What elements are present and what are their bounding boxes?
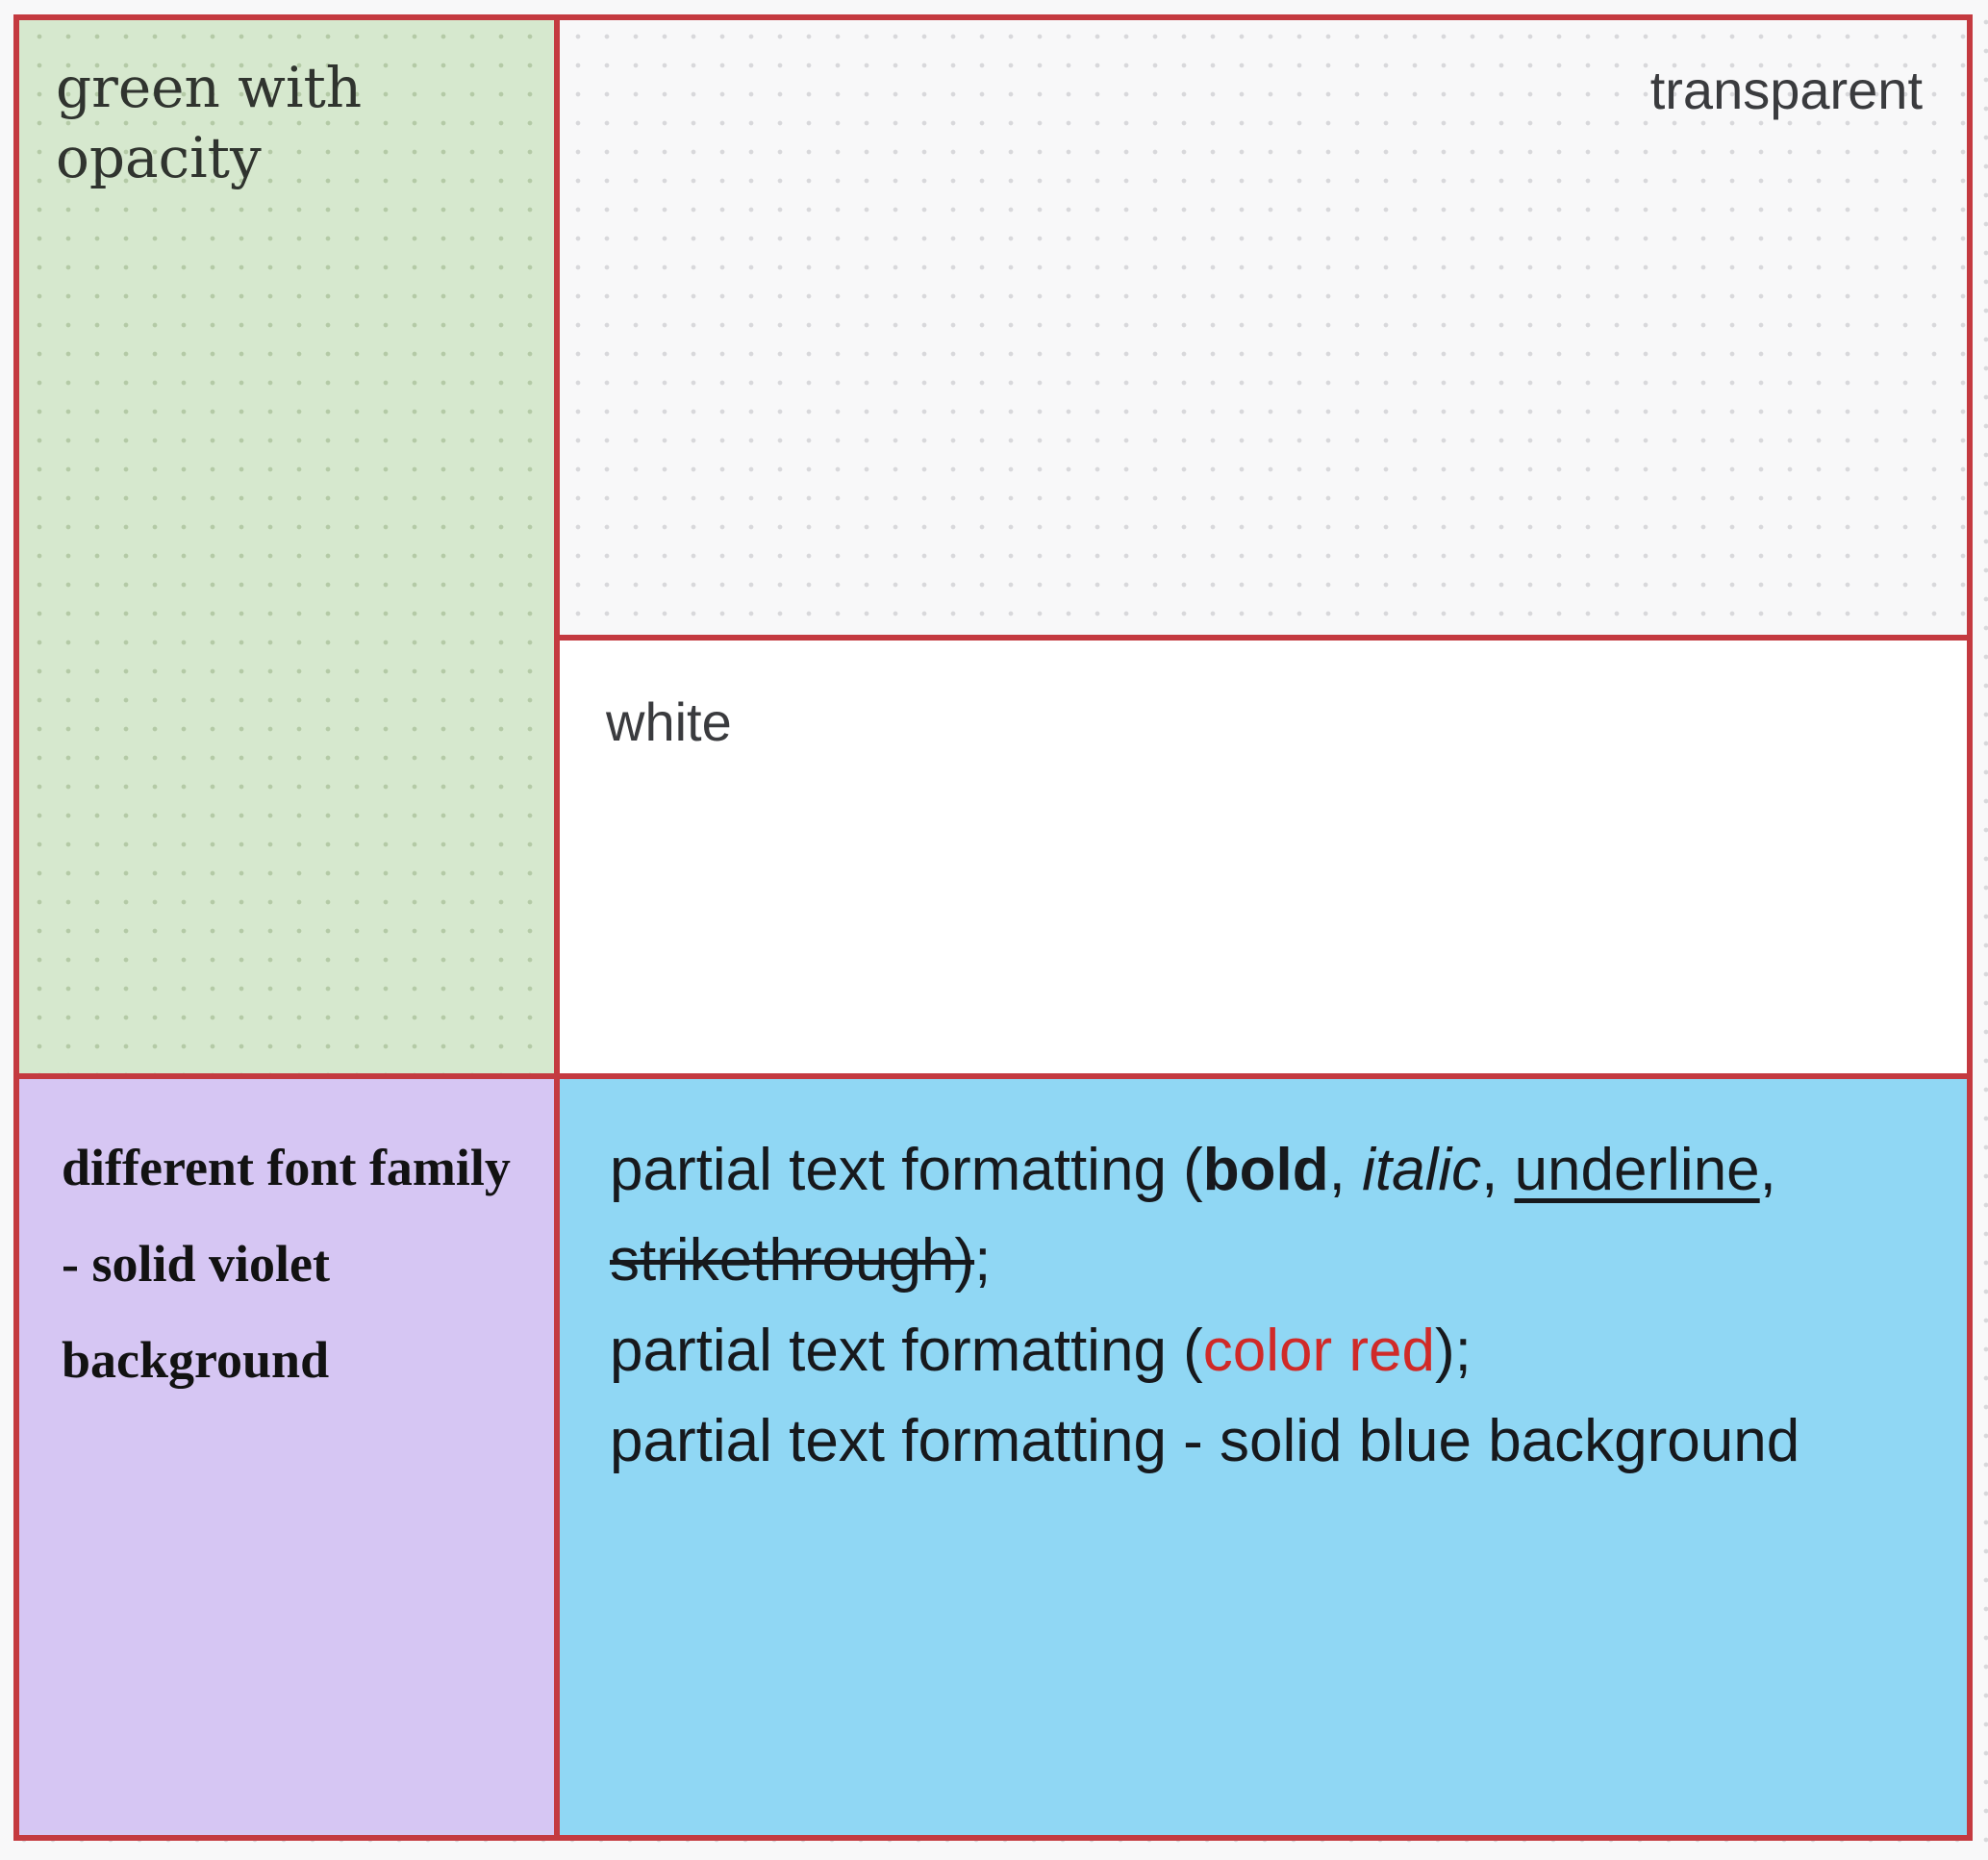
text-segment: , bbox=[1328, 1137, 1363, 1203]
text-segment: , bbox=[1481, 1137, 1515, 1203]
cell-white-label: white bbox=[606, 691, 732, 752]
text-segment: partial text formatting - solid blue bac… bbox=[610, 1408, 1800, 1474]
formatted-text-line: partial text formatting (color red); bbox=[610, 1306, 1860, 1396]
cell-violet-marker-font[interactable]: different font family - solid violet bac… bbox=[19, 1079, 554, 1835]
italic-text-segment: italic bbox=[1362, 1137, 1482, 1203]
cell-transparent-label: transparent bbox=[1649, 60, 1923, 120]
text-segment: ); bbox=[1435, 1318, 1472, 1384]
strikethrough-text-segment: strikethrough) bbox=[610, 1227, 975, 1294]
cell-white[interactable]: white bbox=[560, 641, 1967, 1073]
cell-blue-rich-text: partial text formatting (bold, italic, u… bbox=[610, 1125, 1860, 1487]
text-segment: partial text formatting ( bbox=[610, 1137, 1203, 1203]
cell-formatting-demo-table: green with opacity transparent white dif… bbox=[13, 14, 1973, 1841]
cell-green-label: green with opacity bbox=[56, 55, 363, 191]
underline-text-segment: underline bbox=[1514, 1137, 1760, 1203]
red-text-segment: color red bbox=[1202, 1318, 1436, 1384]
cell-blue-partial-formatting[interactable]: partial text formatting (bold, italic, u… bbox=[560, 1079, 1967, 1835]
text-segment: ; bbox=[974, 1227, 992, 1294]
cell-transparent[interactable]: transparent bbox=[560, 20, 1967, 635]
formatted-text-line: partial text formatting - solid blue bac… bbox=[610, 1396, 1860, 1487]
cell-green-opacity[interactable]: green with opacity bbox=[19, 20, 554, 1073]
formatted-text-line: partial text formatting (bold, italic, u… bbox=[610, 1125, 1860, 1306]
bold-text-segment: bold bbox=[1202, 1137, 1329, 1203]
text-segment: partial text formatting ( bbox=[610, 1318, 1203, 1384]
cell-violet-label: different font family - solid violet bac… bbox=[62, 1139, 511, 1389]
text-segment: , bbox=[1759, 1137, 1776, 1203]
